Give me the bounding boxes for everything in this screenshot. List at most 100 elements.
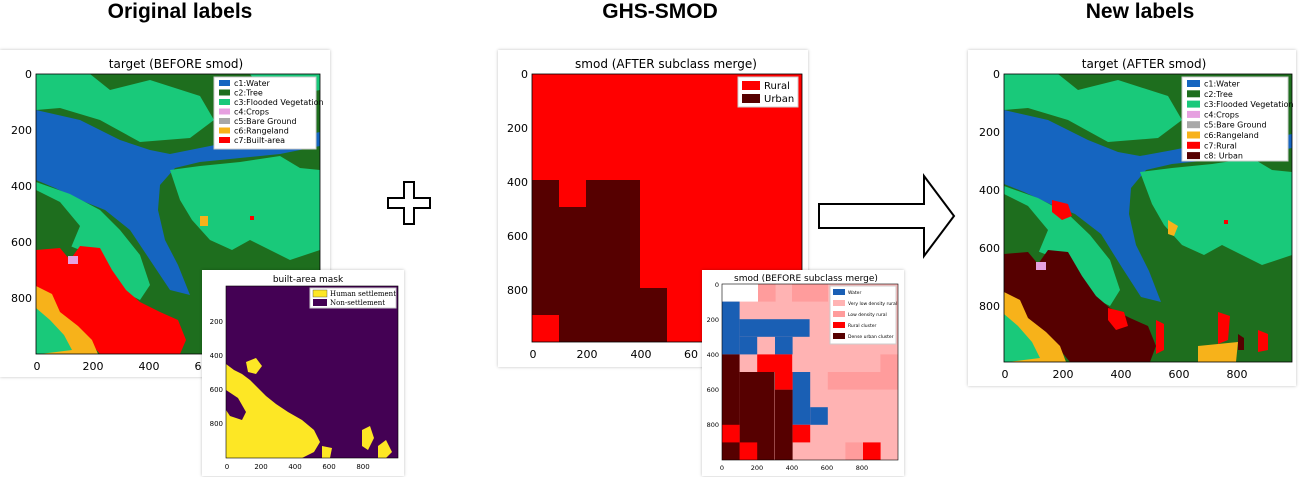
x-tick: 0 <box>720 464 724 472</box>
y-tick: 0 <box>715 281 719 289</box>
smod-before-xaxis: 0 200 400 600 800 <box>720 464 868 472</box>
built-area-mask-frame <box>225 285 399 459</box>
legend-label: Water <box>848 290 861 296</box>
target-after-frame <box>1003 73 1293 363</box>
plus-icon <box>387 181 431 225</box>
y-tick: 800 <box>507 284 528 297</box>
smod-after-yaxis: 0 200 400 600 800 <box>507 68 528 297</box>
legend-swatch <box>219 108 230 115</box>
x-tick: 400 <box>139 360 160 373</box>
y-tick: 400 <box>11 180 32 193</box>
x-tick: 600 <box>322 463 335 471</box>
y-tick: 400 <box>210 352 223 360</box>
x-tick: 400 <box>288 463 301 471</box>
x-tick: 400 <box>1111 368 1132 381</box>
legend-label: c3:Flooded Vegetation <box>234 98 324 107</box>
panel-target-after: target (AFTER smod) c1:Wate <box>968 50 1296 386</box>
y-tick: 400 <box>707 351 719 359</box>
x-tick: 200 <box>254 463 267 471</box>
legend-label: Rural cluster <box>848 323 877 329</box>
y-tick: 0 <box>25 68 32 81</box>
smod-before-frame <box>721 283 899 461</box>
built-area-mask-xaxis: 0 200 400 600 800 <box>225 463 370 471</box>
legend-label: c5:Bare Ground <box>1204 121 1267 130</box>
legend-label: c2:Tree <box>234 89 263 98</box>
y-tick: 600 <box>11 236 32 249</box>
x-tick: 0 <box>225 463 229 471</box>
legend-label: Low density rural <box>848 312 887 318</box>
x-tick: 200 <box>83 360 104 373</box>
built-area-mask-title: built-area mask <box>273 275 344 285</box>
legend-swatch <box>742 94 760 103</box>
legend-label: Non-settlement <box>330 299 385 307</box>
legend-label: c6:Rangeland <box>234 127 289 136</box>
x-tick: 600 <box>1169 368 1190 381</box>
x-tick: 0 <box>530 348 537 361</box>
built-area-mask-figure: built-area mask Human settlement Non-set… <box>210 275 399 471</box>
target-before-xaxis: 0 200 400 600 <box>34 360 216 373</box>
x-tick: 800 <box>356 463 369 471</box>
legend-label: c1:Water <box>1204 80 1241 89</box>
y-tick: 600 <box>979 242 1000 255</box>
legend-label: c3:Flooded Vegetation <box>1204 100 1294 109</box>
legend-label: c7:Built-area <box>234 136 285 145</box>
legend-label: c8: Urban <box>1204 152 1243 161</box>
target-before-figure: target (BEFORE smod) c1:Water c2:Tree c3… <box>11 57 324 373</box>
legend-swatch <box>833 289 845 295</box>
x-tick: 200 <box>1053 368 1074 381</box>
legend-swatch <box>1187 110 1200 118</box>
y-tick: 0 <box>521 68 528 81</box>
legend-swatch <box>313 299 327 306</box>
legend-swatch <box>742 81 760 90</box>
y-tick: 200 <box>707 316 719 324</box>
legend-label: Dense urban cluster <box>848 334 894 340</box>
target-before-map <box>36 74 320 354</box>
legend-label: c5:Bare Ground <box>234 117 297 126</box>
target-before-legend: c1:Water c2:Tree c3:Flooded Vegetation c… <box>213 76 324 150</box>
legend-swatch <box>833 333 845 339</box>
y-tick: 800 <box>210 420 223 428</box>
legend-label: c7:Rural <box>1204 141 1237 150</box>
legend-swatch <box>1187 152 1200 160</box>
smod-after-xaxis: 0 200 400 60 <box>530 348 699 361</box>
x-tick: 0 <box>1002 368 1009 381</box>
legend-label: c4:Crops <box>234 108 269 117</box>
legend-swatch <box>219 99 230 105</box>
built-area-mask-legend: Human settlement Non-settlement <box>309 287 397 309</box>
target-after-yaxis: 0 200 400 600 800 <box>979 68 1000 313</box>
legend-swatch <box>1187 90 1200 98</box>
legend-swatch <box>312 289 328 298</box>
x-tick: 400 <box>786 464 798 472</box>
panel-built-area-mask: built-area mask Human settlement Non-set… <box>202 270 404 476</box>
y-tick: 200 <box>979 126 1000 139</box>
y-tick: 600 <box>707 386 719 394</box>
x-tick: 400 <box>631 348 652 361</box>
legend-label: c4:Crops <box>1204 110 1239 119</box>
smod-before-figure: smod (BEFORE subclass merge) <box>707 274 899 472</box>
built-area-mask-map <box>226 286 398 458</box>
legend-swatch <box>833 311 845 317</box>
y-tick: 200 <box>11 124 32 137</box>
x-tick: 200 <box>577 348 598 361</box>
target-after-title: target (AFTER smod) <box>1082 57 1207 71</box>
built-area-mask-yaxis: 200 400 600 800 <box>210 318 223 428</box>
target-before-frame <box>35 73 321 355</box>
y-tick: 200 <box>507 122 528 135</box>
smod-before-map <box>722 284 898 460</box>
target-after-legend: c1:Water c2:Tree c3:Flooded Vegetation c… <box>1181 76 1294 162</box>
y-tick: 600 <box>210 386 223 394</box>
legend-label: Urban <box>764 94 794 105</box>
legend-swatch <box>833 300 845 306</box>
legend-label: Very low density rural <box>848 301 897 307</box>
smod-before-legend: Water Very low density rural Low density… <box>829 285 897 345</box>
legend-label: Rural <box>764 81 790 92</box>
x-tick: 600 <box>821 464 833 472</box>
legend-label: c1:Water <box>234 79 271 88</box>
x-tick: 60 <box>684 348 698 361</box>
legend-swatch <box>219 118 230 124</box>
legend-swatch <box>1187 80 1200 87</box>
heading-original-labels: Original labels <box>107 0 253 23</box>
x-tick: 0 <box>34 360 41 373</box>
y-tick: 200 <box>210 318 223 326</box>
y-tick: 800 <box>979 300 1000 313</box>
